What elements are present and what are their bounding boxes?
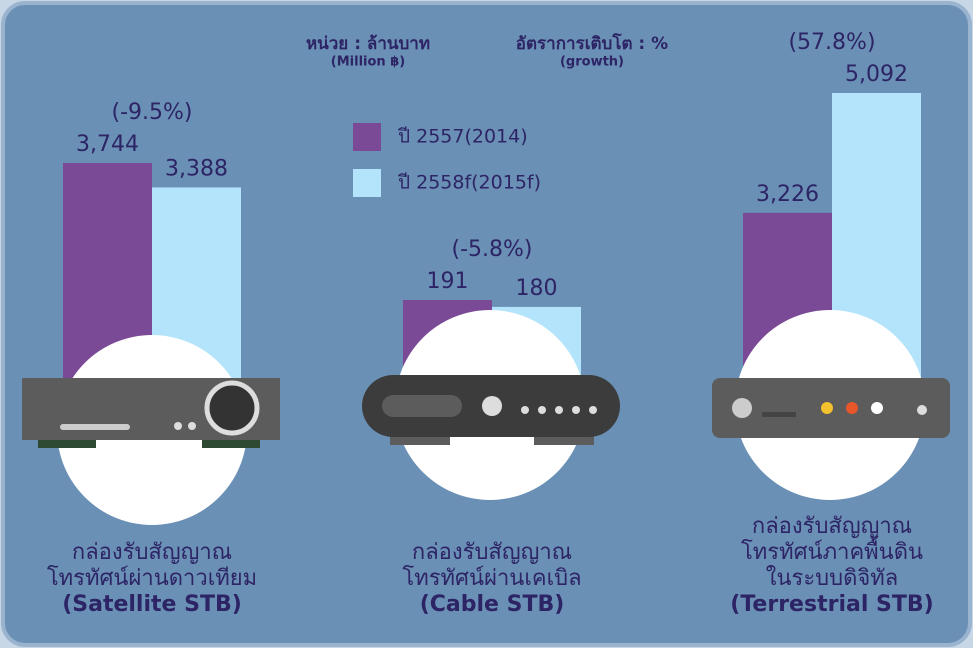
value-label: 191	[427, 269, 469, 294]
growth-annotation: (57.8%)	[788, 30, 875, 55]
category-label: โทรทัศน์ภาคพื้นดิน	[741, 536, 923, 565]
category-label: กล่องรับสัญญาณ	[412, 540, 572, 565]
category-label: กล่องรับสัญญาณ	[72, 540, 232, 565]
growth-annotation: (-5.8%)	[452, 237, 533, 262]
value-label: 3,744	[76, 132, 139, 157]
category-label: (Cable STB)	[420, 592, 565, 617]
legend-swatch	[353, 169, 381, 197]
category-label: กล่องรับสัญญาณ	[752, 514, 912, 539]
category-label: (Terrestrial STB)	[730, 592, 933, 617]
value-label: 3,226	[756, 182, 819, 207]
category-label: ในระบบดิจิทัล	[766, 565, 899, 591]
unit-label: หน่วย : ล้านบาท	[306, 34, 430, 54]
legend-label: ปี 2558f(2015f)	[397, 172, 541, 194]
category-label: (Satellite STB)	[62, 592, 242, 617]
value-label: 5,092	[845, 62, 908, 87]
unit-sublabel: (Million ฿)	[331, 55, 405, 70]
growth-annotation: (-9.5%)	[112, 100, 193, 125]
growth-sublabel: (growth)	[560, 55, 624, 70]
growth-label: อัตราการเติบโต : %	[516, 33, 668, 54]
value-label: 3,388	[165, 156, 228, 181]
category-label: โทรทัศน์ผ่านดาวเทียม	[47, 565, 257, 591]
value-label: 180	[516, 276, 558, 301]
legend-label: ปี 2557(2014)	[397, 126, 527, 148]
legend-swatch	[353, 123, 381, 151]
icons	[22, 310, 950, 525]
category-label: โทรทัศน์ผ่านเคเบิล	[402, 565, 581, 591]
